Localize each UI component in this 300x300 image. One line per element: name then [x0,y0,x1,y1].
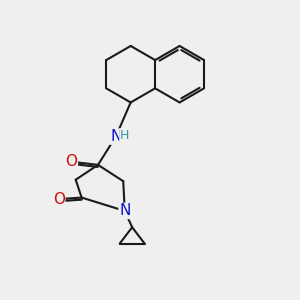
Text: H: H [119,129,129,142]
Text: N: N [110,129,122,144]
Text: O: O [53,191,65,206]
Text: N: N [119,203,130,218]
Text: O: O [65,154,77,169]
